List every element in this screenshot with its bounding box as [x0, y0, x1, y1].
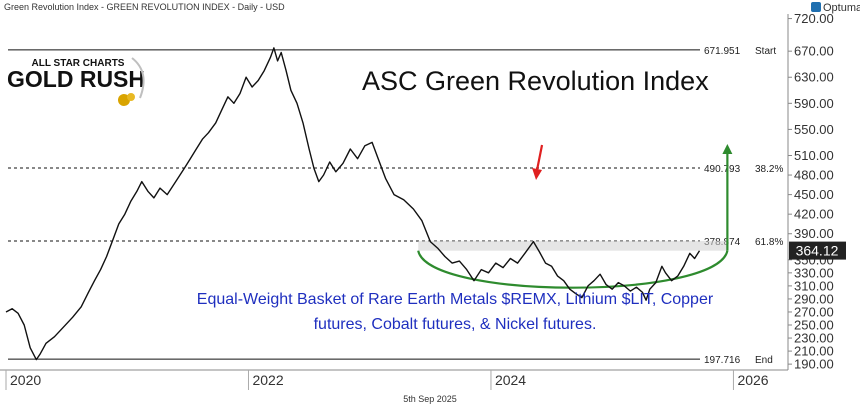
- y-tick-label: 270.00: [794, 304, 834, 319]
- y-tick-label: 330.00: [794, 265, 834, 280]
- y-tick-label: 550.00: [794, 122, 834, 137]
- level-value-label: 671.951: [704, 46, 741, 57]
- plot-area: [0, 14, 788, 370]
- y-tick-label: 420.00: [794, 207, 834, 222]
- down-arrow-shaft: [535, 144, 544, 171]
- logo-line-2: GOLD RUSH: [7, 66, 145, 92]
- footer-date: 5th Sep 2025: [403, 394, 457, 404]
- x-tick-label: 2026: [737, 372, 768, 388]
- last-value-badge: 364.12: [789, 241, 846, 260]
- cup-arc: [417, 250, 729, 289]
- brand-icon: [811, 2, 821, 12]
- y-tick-label: 670.00: [794, 44, 834, 59]
- y-axis: 190.00210.00230.00250.00270.00290.00310.…: [787, 11, 834, 372]
- brand-name: Optuma: [823, 2, 860, 14]
- y-tick-label: 190.00: [794, 357, 834, 372]
- last-value-box: [789, 241, 846, 260]
- gold-nugget-icon: [127, 93, 135, 101]
- x-tick-label: 2022: [252, 372, 283, 388]
- chart-title: ASC Green Revolution Index: [362, 66, 709, 96]
- level-name-label: 38.2%: [755, 164, 783, 175]
- x-tick-label: 2024: [495, 372, 526, 388]
- logo-line-1: ALL STAR CHARTS: [32, 58, 125, 69]
- last-value-label: 364.12: [796, 243, 839, 259]
- down-arrow-head: [532, 168, 543, 180]
- down-arrow: [532, 144, 544, 180]
- level-value-label: 197.716: [704, 355, 741, 366]
- y-tick-label: 230.00: [794, 331, 834, 346]
- y-tick-label: 630.00: [794, 70, 834, 85]
- y-tick-label: 290.00: [794, 291, 834, 306]
- y-tick-label: 210.00: [794, 344, 834, 359]
- y-tick-label: 480.00: [794, 168, 834, 183]
- level-name-label: 61.8%: [755, 237, 783, 248]
- y-tick-label: 510.00: [794, 148, 834, 163]
- gold-rush-logo: ALL STAR CHARTS GOLD RUSH: [7, 57, 145, 106]
- y-tick-label: 250.00: [794, 318, 834, 333]
- annotation-line-1: Equal-Weight Basket of Rare Earth Metals…: [197, 291, 714, 308]
- chart-caption: Green Revolution Index - GREEN REVOLUTIO…: [4, 2, 285, 12]
- level-value-label: 490.793: [704, 164, 741, 175]
- annotation-line-2: futures, Cobalt futures, & Nickel future…: [314, 316, 597, 333]
- y-tick-label: 590.00: [794, 96, 834, 111]
- y-tick-label: 310.00: [794, 278, 834, 293]
- y-tick-label: 450.00: [794, 187, 834, 202]
- series-line-green-revolution-index: [5, 47, 701, 361]
- resistance-zone: [418, 240, 728, 251]
- y-tick-label: 720.00: [794, 11, 834, 26]
- level-name-label: End: [755, 355, 773, 366]
- breakout-arrow-head: [722, 144, 733, 154]
- x-axis: 2020 2022 2024 2026: [0, 369, 788, 390]
- breakout-arrow: [722, 144, 733, 251]
- level-name-label: Start: [755, 46, 776, 57]
- logo-arc-icon: [131, 57, 145, 99]
- brand-logo: Optuma: [811, 2, 860, 14]
- x-tick-label: 2020: [10, 372, 41, 388]
- y-tick-label: 390.00: [794, 226, 834, 241]
